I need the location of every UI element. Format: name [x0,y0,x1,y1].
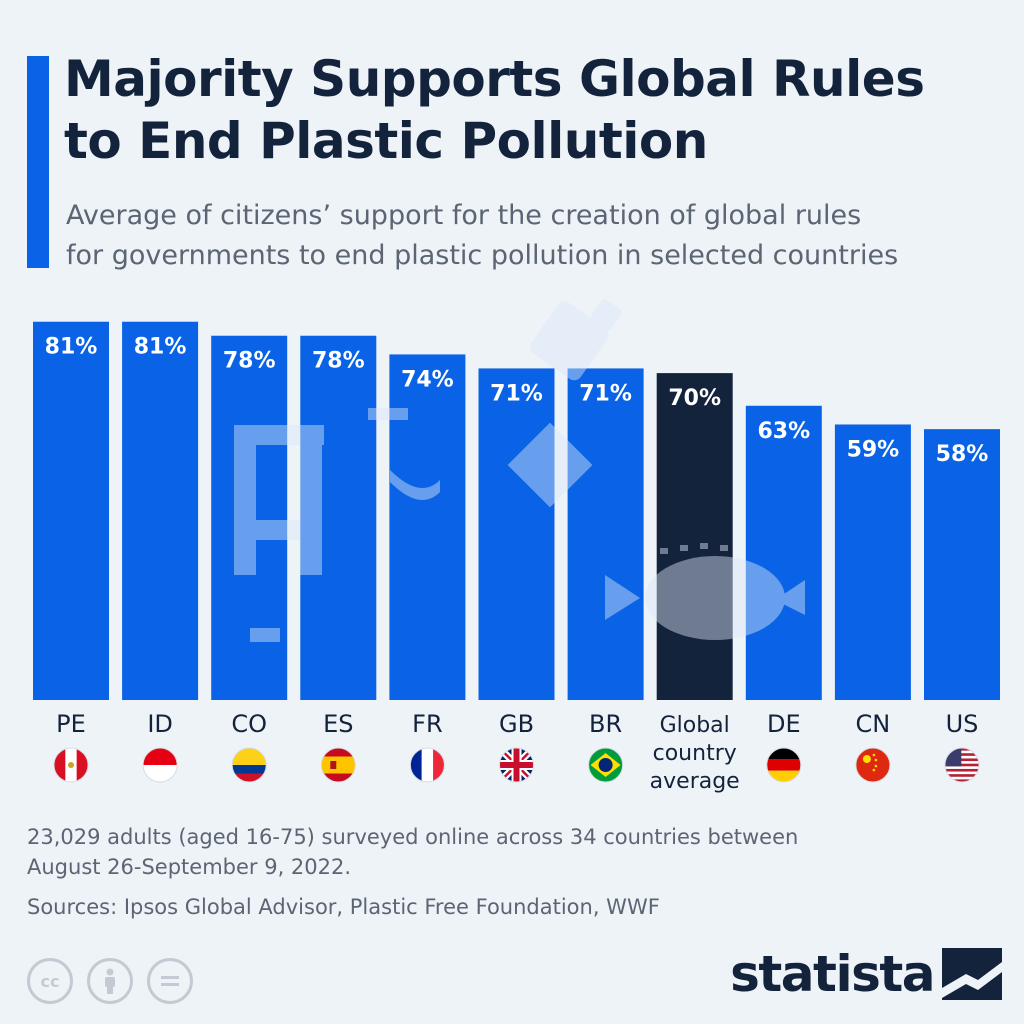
category-label: ID [147,710,173,738]
category-label: US [946,710,979,738]
category-label: country [653,741,737,766]
note-line-2: August 26-September 9, 2022. [27,855,352,879]
attribution-icon[interactable] [87,958,133,1004]
statista-mark-icon [942,948,1002,1000]
statista-logo[interactable]: statista [730,944,1002,1004]
license-icons: cc [27,958,193,1004]
bar-cn [834,424,911,700]
category-label: GB [499,710,534,738]
flag-colombia-icon [231,747,267,783]
flag-usa-icon [944,747,980,783]
value-label: 59% [847,437,900,462]
bar-br [567,368,644,700]
flag-peru-icon [53,747,89,783]
accent-bar [27,56,49,268]
page-title: Majority Supports Global Rules to End Pl… [64,48,1014,172]
bar-de [745,405,822,700]
bar-us [924,429,1000,700]
category-label: BR [589,710,622,738]
category-label: DE [767,710,801,738]
flag-spain-icon [320,747,356,783]
sources-text: Sources: Ipsos Global Advisor, Plastic F… [27,895,660,919]
flag-china-icon [855,747,891,783]
note-line-1: 23,029 adults (aged 16-75) surveyed onli… [27,825,799,849]
value-label: 74% [401,367,454,392]
bar-pe [33,321,109,700]
category-label: CN [856,710,891,738]
flag-germany-icon [766,747,802,783]
bar-fr [389,354,466,700]
plastic-pollution-illustration [234,299,805,642]
no-derivatives-icon[interactable] [147,958,193,1004]
subtitle-line-1: Average of citizens’ support for the cre… [66,200,862,231]
bar-id [122,321,199,700]
bar-es [300,335,377,700]
category-label: average [650,769,740,794]
category-label: Global [660,713,730,738]
survey-note: 23,029 adults (aged 16-75) surveyed onli… [27,822,987,882]
flag-brazil-icon [588,747,624,783]
bar-global-country-average [656,373,733,700]
flag-france-icon [409,747,445,783]
bars-layer [33,321,1000,700]
category-label: FR [412,710,442,738]
value-label: 71% [579,381,632,406]
value-label: 78% [223,349,276,374]
value-label: 58% [936,442,989,467]
value-label: 63% [757,419,810,444]
category-label: CO [231,710,267,738]
value-label: 81% [45,335,98,360]
category-label: ES [323,710,353,738]
subtitle-line-2: for governments to end plastic pollution… [66,240,899,271]
value-label: 70% [668,386,721,411]
flag-indonesia-icon [142,747,178,783]
labels-layer: 81% PE 81% ID 78% CO 78% ES 74% FR 71% GB 71% BR 70% Gl… [45,335,989,794]
value-label: 71% [490,381,543,406]
brand-name: statista [730,945,935,1003]
flags-layer [53,747,980,783]
title-line-2: to End Plastic Pollution [64,112,708,170]
title-line-1: Majority Supports Global Rules [64,50,925,108]
value-label: 78% [312,349,365,374]
flag-uk-icon [499,747,534,783]
cc-icon[interactable]: cc [27,958,73,1004]
bar-co [211,335,288,700]
value-label: 81% [134,335,187,360]
subtitle: Average of citizens’ support for the cre… [66,196,1016,276]
category-label: PE [56,710,86,738]
bar-gb [478,368,555,700]
